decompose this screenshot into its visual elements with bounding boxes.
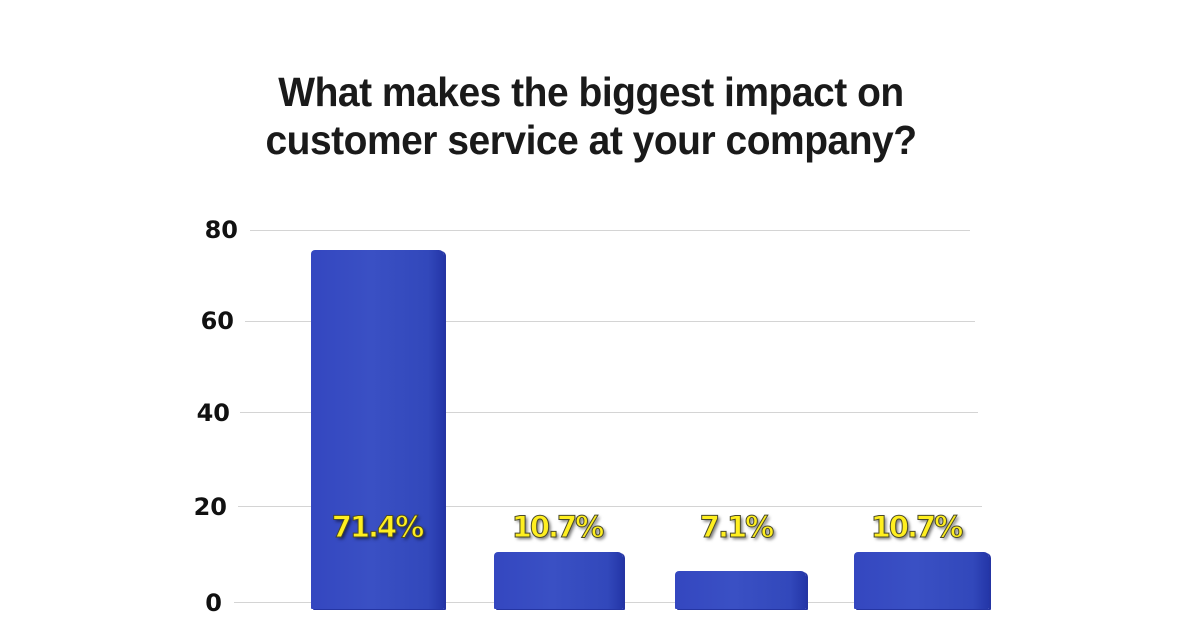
y-tick-0: 0 xyxy=(205,589,222,617)
bar-4 xyxy=(854,552,989,609)
value-label-1: 71.4% xyxy=(331,510,425,545)
y-tick-40: 40 xyxy=(196,399,230,427)
y-tick-60: 60 xyxy=(200,307,234,335)
value-label-2: 10.7% xyxy=(511,510,605,545)
gridline-20 xyxy=(238,506,982,507)
chart-title-line-2: customer service at your company? xyxy=(265,117,917,163)
bar-2 xyxy=(494,552,623,609)
gridline-40 xyxy=(240,412,978,413)
gridline-60 xyxy=(245,321,975,322)
bar-1 xyxy=(311,250,444,609)
gridline-80 xyxy=(250,230,970,231)
chart-title: What makes the biggest impact on custome… xyxy=(30,68,1153,164)
y-tick-80: 80 xyxy=(204,216,238,244)
y-tick-20: 20 xyxy=(193,493,227,521)
value-label-3: 7.1% xyxy=(699,510,774,545)
value-label-4: 10.7% xyxy=(870,510,964,545)
chart-title-line-1: What makes the biggest impact on xyxy=(278,69,904,115)
bar-3 xyxy=(675,571,806,609)
